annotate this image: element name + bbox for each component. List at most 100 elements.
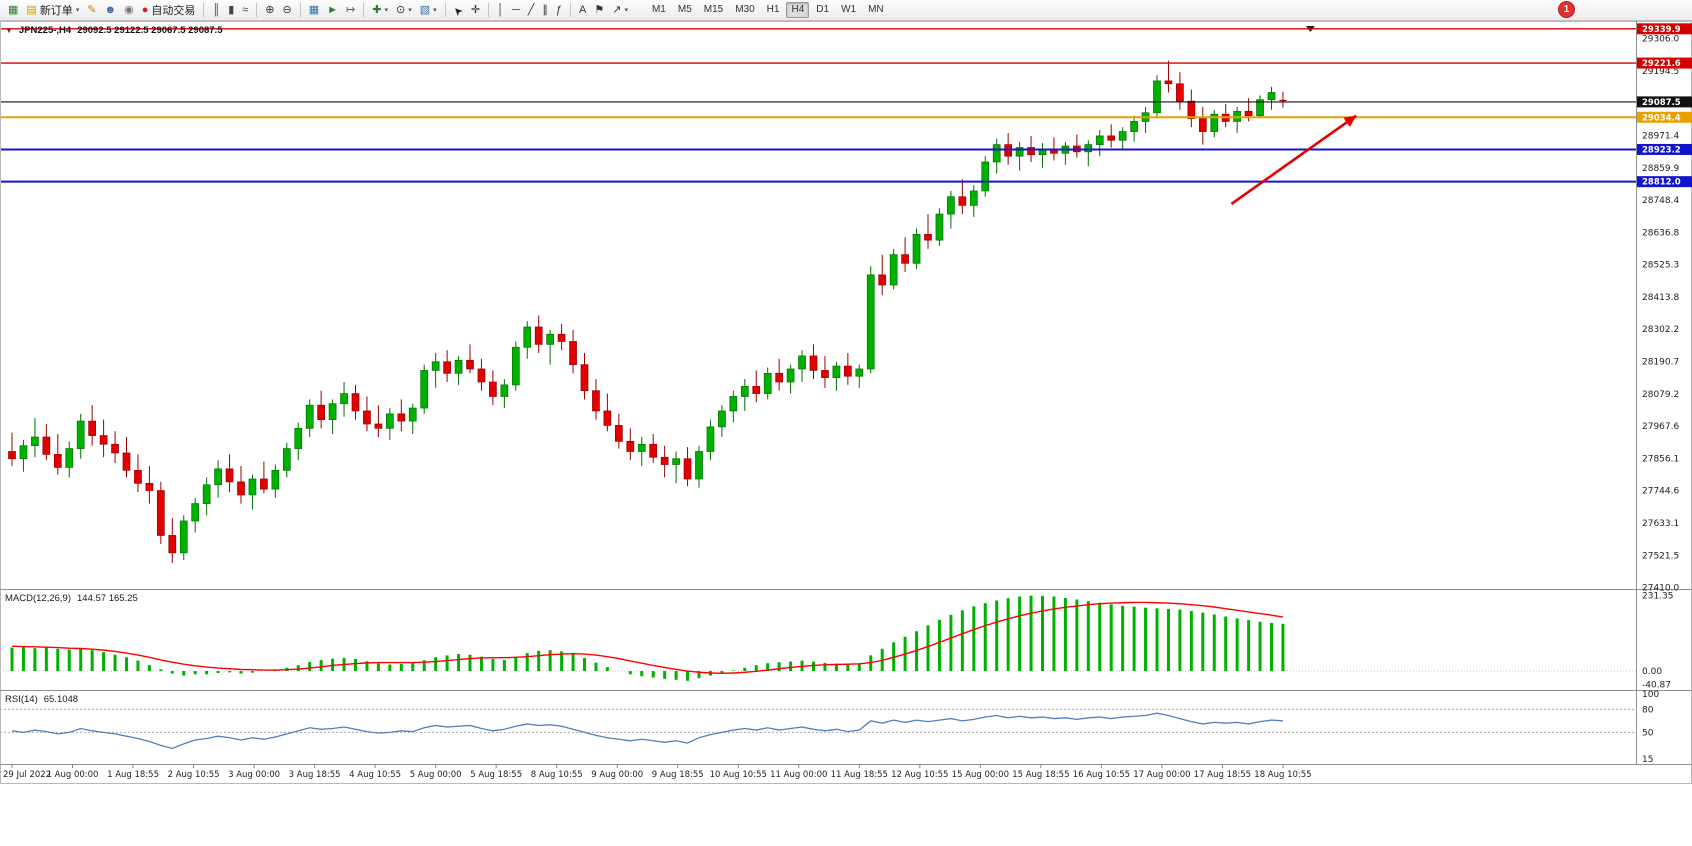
- arrows-button[interactable]: ↗ ▾: [609, 2, 631, 19]
- profile-button[interactable]: ☻: [102, 2, 120, 19]
- toolbar-separator: [203, 3, 205, 17]
- crosshair-button[interactable]: ✛: [468, 2, 483, 19]
- cursor-button[interactable]: ➤: [450, 2, 466, 19]
- svg-text:80: 80: [1642, 705, 1654, 715]
- chart-canvas[interactable]: 29306.029194.529082.928971.428859.928748…: [0, 21, 1692, 846]
- dropdown-arrow-icon[interactable]: ▾: [433, 7, 437, 14]
- panel-borders: [0, 21, 1692, 784]
- svg-text:28923.2: 28923.2: [1642, 145, 1681, 155]
- timeframe-m15-button[interactable]: M15: [703, 4, 724, 15]
- arrow-annotation[interactable]: [1230, 114, 1357, 206]
- timeframe-d1-button[interactable]: D1: [816, 4, 830, 15]
- toolbar-separator: [488, 3, 490, 17]
- timeframe-m1-button[interactable]: M1: [651, 4, 666, 15]
- metaeditor-icon: ✎: [87, 3, 97, 16]
- svg-text:50: 50: [1642, 728, 1654, 738]
- svg-text:27410.0: 27410.0: [1642, 584, 1679, 594]
- new-order-button[interactable]: ▤ 新订单 ▾: [23, 2, 82, 19]
- arrows-icon: ↗: [612, 3, 622, 16]
- tile-windows-button[interactable]: ▦: [306, 2, 322, 19]
- zoom-in-button[interactable]: ⊕: [262, 2, 277, 19]
- indicators-button[interactable]: ✚ ▾: [369, 2, 391, 19]
- toolbar-separator: [256, 3, 258, 17]
- chart-window: 29306.029194.529082.928971.428859.928748…: [0, 21, 1692, 846]
- ohlc-values: 29092.5 29122.5 29067.5 29087.5: [77, 25, 223, 36]
- template-button[interactable]: ▧ ▾: [417, 2, 440, 19]
- svg-text:29221.6: 29221.6: [1642, 59, 1681, 69]
- svg-text:11 Aug 18:55: 11 Aug 18:55: [831, 770, 888, 780]
- candles-layer: [8, 60, 1287, 563]
- timeframe-h4-button[interactable]: H4: [786, 2, 810, 18]
- dropdown-arrow-icon[interactable]: ▾: [75, 7, 80, 14]
- label-button[interactable]: ⚑: [591, 2, 607, 19]
- market-icon: ◉: [124, 3, 134, 16]
- svg-text:2 Aug 10:55: 2 Aug 10:55: [168, 770, 220, 780]
- cursor-icon: ➤: [450, 2, 466, 18]
- toolbar-separator: [444, 3, 446, 17]
- market-button[interactable]: ◉: [121, 2, 137, 19]
- candlestick-chart-button[interactable]: ▮: [225, 2, 237, 19]
- timeframe-mn-button[interactable]: MN: [868, 4, 884, 15]
- price-axis[interactable]: 29306.029194.529082.928971.428859.928748…: [1637, 23, 1692, 765]
- timeframe-h1-button[interactable]: H1: [766, 4, 780, 15]
- dropdown-arrow-icon[interactable]: ▾: [384, 7, 388, 14]
- profile-icon: ☻: [104, 3, 117, 16]
- svg-text:10 Aug 10:55: 10 Aug 10:55: [710, 770, 767, 780]
- auto-scroll-icon: ►: [327, 3, 339, 16]
- toolbar-separator: [299, 3, 301, 17]
- svg-text:18 Aug 10:55: 18 Aug 10:55: [1254, 770, 1311, 780]
- vertical-line-button[interactable]: │: [494, 2, 507, 19]
- text-icon: A: [579, 3, 587, 16]
- timeframe-m5-button[interactable]: M5: [677, 4, 692, 15]
- zoom-out-button[interactable]: ⊖: [280, 2, 295, 19]
- zoom-out-icon: ⊖: [282, 3, 292, 16]
- svg-text:29 Jul 2022: 29 Jul 2022: [3, 770, 51, 780]
- svg-text:1 Aug 00:00: 1 Aug 00:00: [47, 770, 99, 780]
- notification-badge[interactable]: 1: [1559, 2, 1574, 17]
- channel-button[interactable]: ∥: [539, 2, 551, 19]
- svg-text:27856.1: 27856.1: [1642, 454, 1679, 464]
- svg-text:28190.7: 28190.7: [1642, 358, 1679, 368]
- svg-text:17 Aug 00:00: 17 Aug 00:00: [1133, 770, 1190, 780]
- line-chart-icon: ≈: [242, 3, 249, 16]
- periods-button[interactable]: ⊙ ▾: [393, 2, 415, 19]
- metaeditor-button[interactable]: ✎: [84, 2, 99, 19]
- fibonacci-button[interactable]: ƒ: [553, 2, 565, 19]
- timeframe-m30-button[interactable]: M30: [735, 4, 755, 15]
- rsi-title-label: RSI(14): [5, 694, 38, 705]
- dropdown-arrow-icon[interactable]: ▾: [624, 7, 628, 14]
- svg-text:28812.0: 28812.0: [1642, 178, 1681, 188]
- vertical-line-icon: │: [497, 3, 504, 16]
- crosshair-icon: ✛: [470, 3, 481, 16]
- fibonacci-icon: ƒ: [555, 3, 562, 16]
- svg-text:15 Aug 00:00: 15 Aug 00:00: [952, 770, 1009, 780]
- svg-text:27633.1: 27633.1: [1642, 519, 1679, 529]
- rsi-layer: [0, 708, 1636, 750]
- svg-text:3 Aug 18:55: 3 Aug 18:55: [289, 770, 341, 780]
- svg-text:5 Aug 00:00: 5 Aug 00:00: [410, 770, 462, 780]
- line-chart-button[interactable]: ≈: [239, 2, 251, 19]
- autotrading-button[interactable]: ● 自动交易: [139, 2, 199, 19]
- new-chart-button[interactable]: ▦: [5, 2, 21, 19]
- bar-chart-button[interactable]: ║: [209, 2, 223, 19]
- bar-chart-icon: ║: [212, 3, 221, 16]
- timeframe-w1-button[interactable]: W1: [841, 4, 857, 15]
- svg-text:29194.5: 29194.5: [1642, 67, 1679, 77]
- svg-text:11 Aug 00:00: 11 Aug 00:00: [770, 770, 827, 780]
- dropdown-arrow-icon[interactable]: ▾: [408, 7, 412, 14]
- macd-indicator-title: MACD(12,26,9) 144.57 165.25: [5, 593, 138, 604]
- symbol-marker-icon: ▼: [5, 26, 13, 35]
- horizontal-lines-layer[interactable]: [1, 28, 1636, 183]
- horizontal-line-button[interactable]: ─: [509, 2, 523, 19]
- trendline-button[interactable]: ╱: [525, 2, 538, 19]
- macd-values: 144.57 165.25: [77, 593, 138, 604]
- svg-text:9 Aug 00:00: 9 Aug 00:00: [591, 770, 643, 780]
- chart-shift-button[interactable]: ↦: [343, 2, 358, 19]
- text-button[interactable]: A: [576, 2, 589, 19]
- svg-text:28636.8: 28636.8: [1642, 228, 1679, 238]
- tile-windows-icon: ▦: [308, 3, 320, 16]
- auto-scroll-button[interactable]: ►: [324, 2, 341, 19]
- svg-text:29306.0: 29306.0: [1642, 35, 1679, 45]
